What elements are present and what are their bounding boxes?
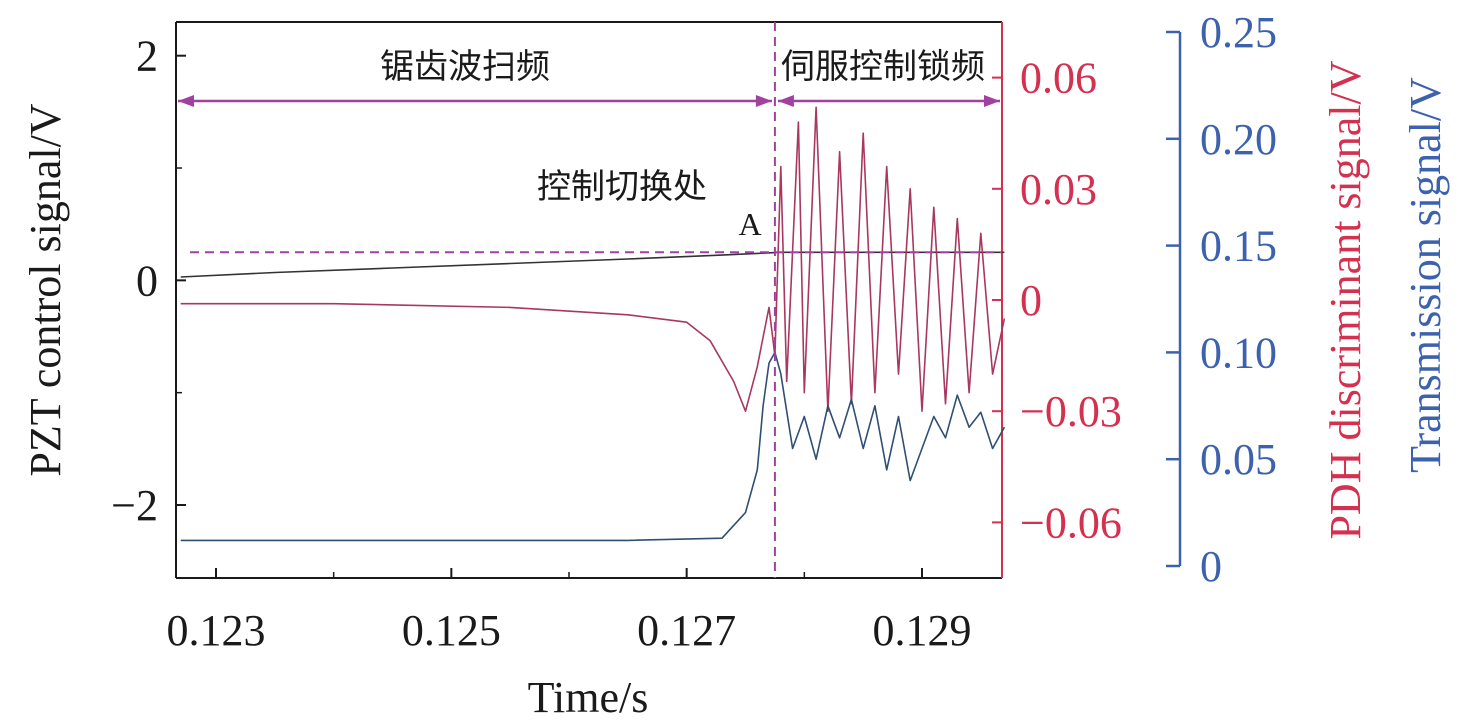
transmission-tick-label: 0.10 xyxy=(1200,328,1277,377)
arrowhead xyxy=(777,95,794,107)
sweep-label: 锯齿波扫频 xyxy=(380,47,550,87)
left-tick-label: 2 xyxy=(136,32,158,81)
transmission-tick-label: 0.05 xyxy=(1200,435,1277,484)
pdh-tick-label: −0.06 xyxy=(1020,498,1122,547)
transmission-tick-label: 0.25 xyxy=(1200,8,1277,57)
left-tick-label: −2 xyxy=(111,481,158,530)
arrowhead xyxy=(984,95,1000,107)
axis-title-layer: Time/s PZT control signal/V PDH discrimi… xyxy=(21,60,1450,722)
left-axis-label: PZT control signal/V xyxy=(21,103,70,476)
transmission-tick-label: 0.15 xyxy=(1200,222,1277,271)
x-tick-label: 0.127 xyxy=(637,606,736,655)
point-a-label: A xyxy=(738,206,761,242)
transmission-tick-label: 0 xyxy=(1200,542,1222,591)
axes: 0.123 0.125 0.127 0.129 −2 0 2 −0.06 −0.03 0 0.03 0… xyxy=(111,8,1277,655)
series-line-right_2 xyxy=(180,351,1006,542)
switch-label: 控制切换处 xyxy=(537,167,707,207)
annotation-layer: 锯齿波扫频 伺服控制锁频 控制切换处 A xyxy=(178,22,1002,578)
arrowhead xyxy=(755,95,772,107)
pdh-tick-label: −0.03 xyxy=(1020,387,1122,436)
lock-label: 伺服控制锁频 xyxy=(781,47,985,87)
pdh-axis-label: PDH discriminant signal/V xyxy=(1321,60,1370,539)
transmission-axis-label: Transmission signal/V xyxy=(1401,77,1450,473)
pdh-tick-label: 0.03 xyxy=(1020,165,1097,214)
x-tick-label: 0.129 xyxy=(872,606,971,655)
left-tick-label: 0 xyxy=(136,256,158,305)
transmission-tick-label: 0.20 xyxy=(1200,115,1277,164)
arrowhead xyxy=(178,95,194,107)
x-axis-label: Time/s xyxy=(528,673,649,722)
series-line-right_1 xyxy=(180,106,1006,413)
pdh-tick-label: 0.06 xyxy=(1020,54,1097,103)
pdh-tick-label: 0 xyxy=(1020,276,1042,325)
x-tick-label: 0.123 xyxy=(167,606,266,655)
x-tick-label: 0.125 xyxy=(402,606,501,655)
